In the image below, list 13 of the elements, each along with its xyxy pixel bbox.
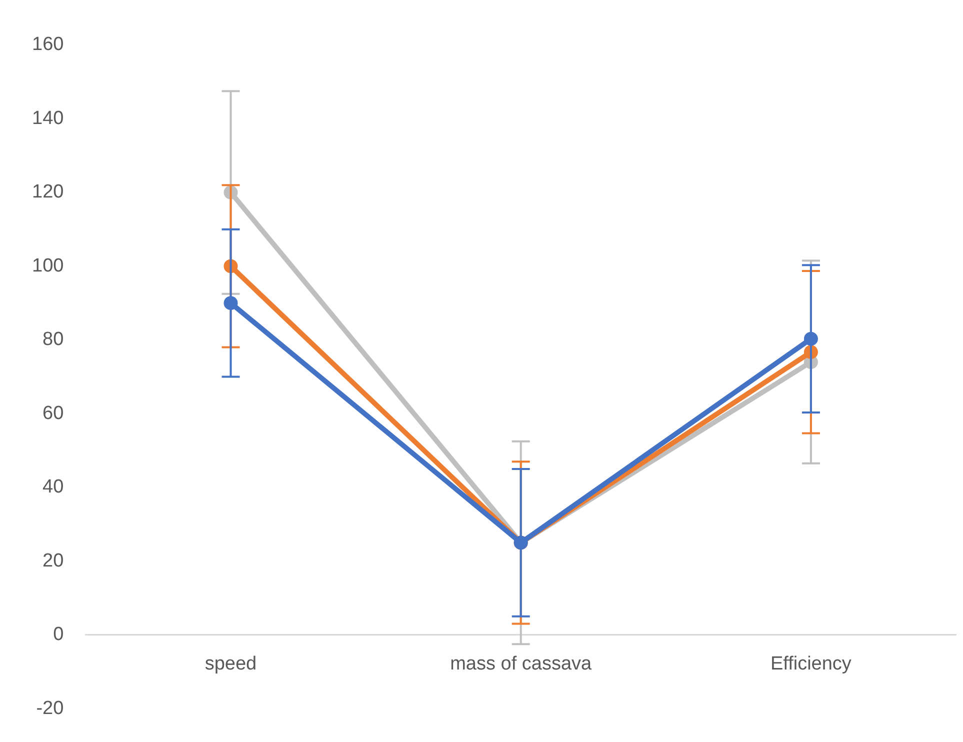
x-tick-label: Efficiency: [770, 654, 852, 674]
y-tick-label: 20: [42, 550, 64, 572]
y-tick-label: 0: [53, 624, 64, 646]
y-tick-label: 100: [32, 255, 64, 276]
y-tick-label: 80: [42, 329, 64, 350]
y-tick-label: -20: [36, 698, 64, 719]
x-tick-label: mass of cassava: [450, 654, 592, 674]
y-tick-label: 120: [32, 182, 64, 203]
x-tick-label: speed: [204, 654, 257, 674]
y-tick-label: 140: [32, 108, 64, 129]
y-tick-label: 40: [42, 476, 64, 498]
y-tick-label: 60: [42, 402, 64, 424]
y-tick-label: 160: [32, 34, 64, 56]
